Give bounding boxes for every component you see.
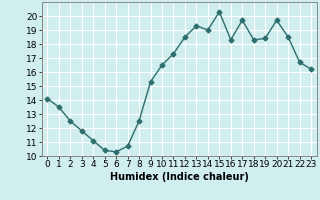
X-axis label: Humidex (Indice chaleur): Humidex (Indice chaleur) (110, 172, 249, 182)
